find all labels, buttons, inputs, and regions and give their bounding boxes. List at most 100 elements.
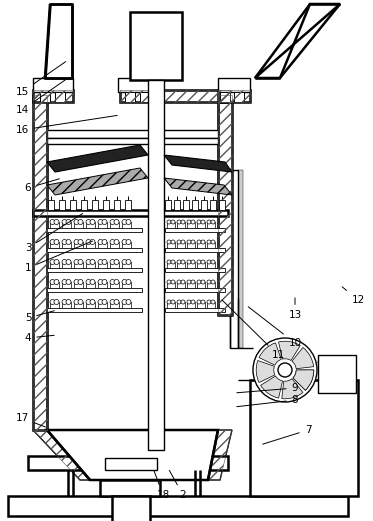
Circle shape xyxy=(191,260,195,264)
Circle shape xyxy=(102,219,107,225)
Circle shape xyxy=(177,240,181,244)
Circle shape xyxy=(102,259,107,265)
Circle shape xyxy=(126,259,131,265)
Polygon shape xyxy=(45,4,72,78)
Circle shape xyxy=(191,300,195,304)
Circle shape xyxy=(207,240,211,244)
Circle shape xyxy=(191,280,195,284)
Bar xyxy=(197,262,205,268)
Circle shape xyxy=(90,279,95,284)
Bar xyxy=(230,170,238,348)
Circle shape xyxy=(74,279,79,284)
Bar xyxy=(125,200,131,210)
Circle shape xyxy=(187,240,191,244)
Wedge shape xyxy=(259,343,281,365)
Circle shape xyxy=(201,260,205,264)
Circle shape xyxy=(171,260,175,264)
Circle shape xyxy=(187,280,191,284)
Bar xyxy=(103,200,109,210)
Circle shape xyxy=(78,259,83,265)
Circle shape xyxy=(98,219,103,225)
Text: 14: 14 xyxy=(15,80,66,115)
Circle shape xyxy=(167,260,171,264)
Circle shape xyxy=(211,280,215,284)
Bar xyxy=(33,78,73,92)
Bar xyxy=(112,496,150,521)
Circle shape xyxy=(177,280,181,284)
Bar xyxy=(318,355,356,393)
Circle shape xyxy=(98,259,103,265)
Bar xyxy=(47,308,142,312)
Circle shape xyxy=(126,300,131,304)
Circle shape xyxy=(126,279,131,284)
Wedge shape xyxy=(256,361,275,382)
Circle shape xyxy=(86,219,91,225)
Circle shape xyxy=(110,240,115,244)
Circle shape xyxy=(181,220,185,224)
Bar xyxy=(165,268,225,272)
Bar xyxy=(50,282,59,288)
Bar xyxy=(33,95,47,430)
Text: 1: 1 xyxy=(25,241,93,273)
Bar xyxy=(86,222,95,228)
Circle shape xyxy=(74,259,79,265)
Bar xyxy=(165,228,225,232)
Bar xyxy=(33,95,47,430)
Circle shape xyxy=(62,300,67,304)
Circle shape xyxy=(110,279,115,284)
Bar xyxy=(110,282,119,288)
Bar xyxy=(33,90,73,102)
Bar xyxy=(8,496,348,516)
Bar xyxy=(167,242,175,248)
Circle shape xyxy=(54,259,59,265)
Bar xyxy=(74,242,83,248)
Circle shape xyxy=(98,279,103,284)
Bar xyxy=(110,262,119,268)
Bar xyxy=(167,302,175,308)
Bar xyxy=(48,200,54,210)
Circle shape xyxy=(110,219,115,225)
Circle shape xyxy=(78,240,83,244)
Bar xyxy=(167,282,175,288)
Circle shape xyxy=(66,279,71,284)
Bar xyxy=(98,242,107,248)
Polygon shape xyxy=(164,155,232,172)
Circle shape xyxy=(187,300,191,304)
Circle shape xyxy=(54,279,59,284)
Circle shape xyxy=(50,300,55,304)
Text: 6: 6 xyxy=(25,179,59,193)
Circle shape xyxy=(114,219,119,225)
Polygon shape xyxy=(47,430,218,480)
Bar xyxy=(74,222,83,228)
Circle shape xyxy=(86,300,91,304)
Wedge shape xyxy=(293,370,314,390)
Text: 12: 12 xyxy=(342,287,365,305)
Text: 10: 10 xyxy=(248,307,301,348)
Circle shape xyxy=(114,300,119,304)
Circle shape xyxy=(167,280,171,284)
Bar xyxy=(165,200,171,210)
Bar xyxy=(28,456,228,470)
Bar xyxy=(100,480,160,496)
Wedge shape xyxy=(292,348,314,369)
Circle shape xyxy=(191,240,195,244)
Circle shape xyxy=(102,240,107,244)
Bar xyxy=(218,90,250,102)
Text: 2: 2 xyxy=(169,470,186,500)
Circle shape xyxy=(114,259,119,265)
Wedge shape xyxy=(279,341,300,361)
Bar xyxy=(47,268,142,272)
Bar xyxy=(201,200,207,210)
Circle shape xyxy=(86,259,91,265)
Bar xyxy=(218,95,232,315)
Text: 18: 18 xyxy=(154,470,170,500)
Circle shape xyxy=(62,259,67,265)
Circle shape xyxy=(66,240,71,244)
Bar xyxy=(197,302,205,308)
Bar xyxy=(167,222,175,228)
Circle shape xyxy=(211,220,215,224)
Circle shape xyxy=(102,300,107,304)
Bar xyxy=(62,242,71,248)
Circle shape xyxy=(171,220,175,224)
Circle shape xyxy=(177,260,181,264)
